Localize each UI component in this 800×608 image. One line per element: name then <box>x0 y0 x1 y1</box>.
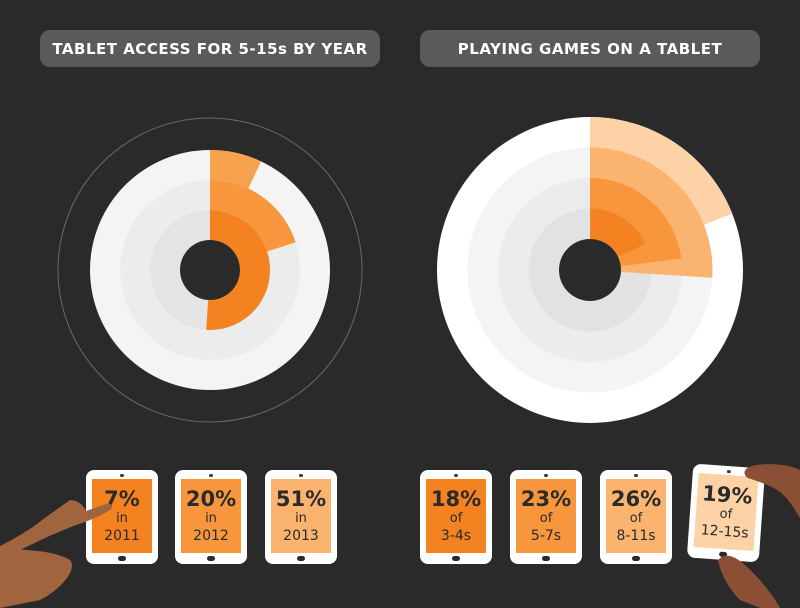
tablet-8-11s: 26% of 8-11s <box>600 470 672 564</box>
tablet-screen: 7% in 2011 <box>92 479 152 553</box>
connector-label: in <box>205 511 217 526</box>
home-button-icon <box>118 556 126 561</box>
connector-label: of <box>539 511 553 526</box>
center-hole <box>559 239 621 301</box>
chart-title-tablet-access: TABLET ACCESS FOR 5-15s BY YEAR <box>40 30 380 67</box>
category-label: 5-7s <box>530 528 562 544</box>
tablet-2012: 20% in 2012 <box>175 470 247 564</box>
tablet-5-7s: 23% of 5-7s <box>510 470 582 564</box>
tablet-screen: 23% of 5-7s <box>516 479 576 553</box>
tablet-2013: 51% in 2013 <box>265 470 337 564</box>
home-button-icon <box>632 556 640 561</box>
category-label: 8-11s <box>616 528 656 544</box>
tablet-2011: 7% in 2011 <box>86 470 158 564</box>
connector-label: of <box>719 506 733 523</box>
home-button-icon <box>207 556 215 561</box>
outer-guide-ring <box>57 117 363 423</box>
home-button-icon <box>452 556 460 561</box>
value-label: 19% <box>701 481 754 509</box>
home-button-icon <box>542 556 550 561</box>
value-label: 26% <box>610 487 662 511</box>
camera-icon <box>544 474 548 477</box>
tablet-12-15s: 19% of 12-15s <box>686 463 766 563</box>
home-button-icon <box>297 556 305 561</box>
camera-icon <box>299 474 303 477</box>
category-label: 2011 <box>104 528 140 544</box>
value-label: 23% <box>520 487 572 511</box>
camera-icon <box>454 474 458 477</box>
center-hole <box>180 240 240 300</box>
tablet-screen: 19% of 12-15s <box>693 472 759 552</box>
value-label: 18% <box>430 487 482 511</box>
tablet-screen: 51% in 2013 <box>271 479 331 553</box>
chart-title-playing-games: PLAYING GAMES ON A TABLET <box>420 30 760 67</box>
tablet-screen: 20% in 2012 <box>181 479 241 553</box>
camera-icon <box>120 474 124 477</box>
value-label: 20% <box>185 487 237 511</box>
category-label: 2012 <box>193 528 229 544</box>
home-button-icon <box>718 551 728 558</box>
tablet-screen: 26% of 8-11s <box>606 479 666 553</box>
arc-2013 <box>206 210 271 330</box>
connector-label: of <box>449 511 463 526</box>
connector-label: in <box>295 511 307 526</box>
tablet-screen: 18% of 3-4s <box>426 479 486 553</box>
value-label: 7% <box>104 487 140 511</box>
arc-3-4s <box>590 208 646 257</box>
arc-2012 <box>210 180 296 252</box>
camera-icon <box>634 474 638 477</box>
connector-label: in <box>116 511 128 526</box>
value-label: 51% <box>275 487 327 511</box>
arc-2011 <box>210 150 262 189</box>
connector-label: of <box>629 511 643 526</box>
category-label: 12-15s <box>700 522 750 542</box>
category-label: 2013 <box>283 528 319 544</box>
camera-icon <box>726 469 731 474</box>
category-label: 3-4s <box>440 528 472 544</box>
tablet-3-4s: 18% of 3-4s <box>420 470 492 564</box>
camera-icon <box>209 474 213 477</box>
